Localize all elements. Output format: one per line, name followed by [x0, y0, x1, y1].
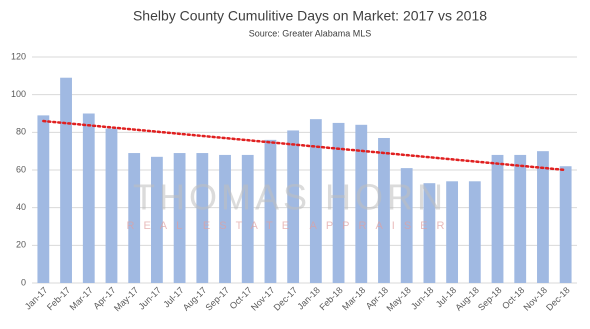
x-tick-label: May-18 — [384, 285, 412, 313]
x-tick-label: Aug-17 — [181, 285, 209, 313]
bar — [537, 151, 549, 283]
bar — [332, 122, 345, 284]
y-tick-label: 80 — [16, 127, 26, 137]
bar — [514, 154, 527, 283]
x-tick-label: Jun-17 — [136, 285, 163, 312]
bar — [309, 119, 322, 284]
x-tick-label: Dec-17 — [272, 285, 300, 313]
y-tick-label: 60 — [16, 164, 26, 174]
bar — [37, 115, 50, 283]
bar — [287, 130, 300, 283]
x-tick-label: Jun-18 — [409, 285, 436, 312]
bars — [37, 77, 572, 284]
bar — [196, 153, 209, 283]
bar — [559, 166, 572, 283]
y-tick-label: 40 — [16, 202, 26, 212]
x-tick-label: Jan-17 — [23, 285, 50, 312]
bar — [150, 156, 163, 283]
bar — [173, 153, 186, 283]
bar — [128, 153, 141, 283]
bar — [264, 139, 277, 283]
chart-title: Shelby County Cumulitive Days on Market:… — [133, 8, 487, 24]
watermark-title: THOMAS HORN — [133, 177, 447, 218]
y-tick-label: 100 — [11, 89, 26, 99]
x-tick-label: Feb-17 — [45, 285, 72, 312]
bar — [60, 77, 72, 283]
bar — [491, 154, 504, 283]
bar — [446, 181, 459, 283]
bar — [241, 154, 254, 283]
x-tick-label: Mar-17 — [68, 285, 95, 312]
x-tick-label: Dec-18 — [544, 285, 572, 313]
bar — [82, 113, 95, 283]
x-tick-label: Jan-18 — [295, 285, 322, 312]
y-tick-label: 120 — [11, 51, 26, 61]
trend — [42, 119, 567, 172]
trendline — [42, 119, 567, 172]
watermark-subtitle: REAL ESTATE APPRAISER — [127, 220, 454, 232]
chart-subtitle: Source: Greater Alabama MLS — [249, 28, 372, 38]
bar — [378, 137, 390, 283]
x-tick-label: Nov-18 — [521, 285, 549, 313]
bar — [219, 154, 231, 283]
x-tick-label: Sep-17 — [204, 285, 232, 313]
grid — [32, 56, 577, 284]
x-tick-label: Mar-18 — [340, 285, 367, 312]
bar — [355, 124, 368, 283]
bar — [400, 168, 413, 283]
x-tick-label: Nov-17 — [249, 285, 277, 313]
bar — [105, 128, 118, 283]
x-tick-label: Feb-18 — [317, 285, 344, 312]
y-tick-label: 0 — [21, 277, 26, 287]
x-tick-label: Sep-18 — [476, 285, 504, 313]
y-tick-label: 20 — [16, 240, 26, 250]
bar — [468, 181, 481, 283]
bar — [423, 183, 436, 283]
x-tick-label: Aug-18 — [453, 285, 481, 313]
x-tick-label: May-17 — [112, 285, 140, 313]
